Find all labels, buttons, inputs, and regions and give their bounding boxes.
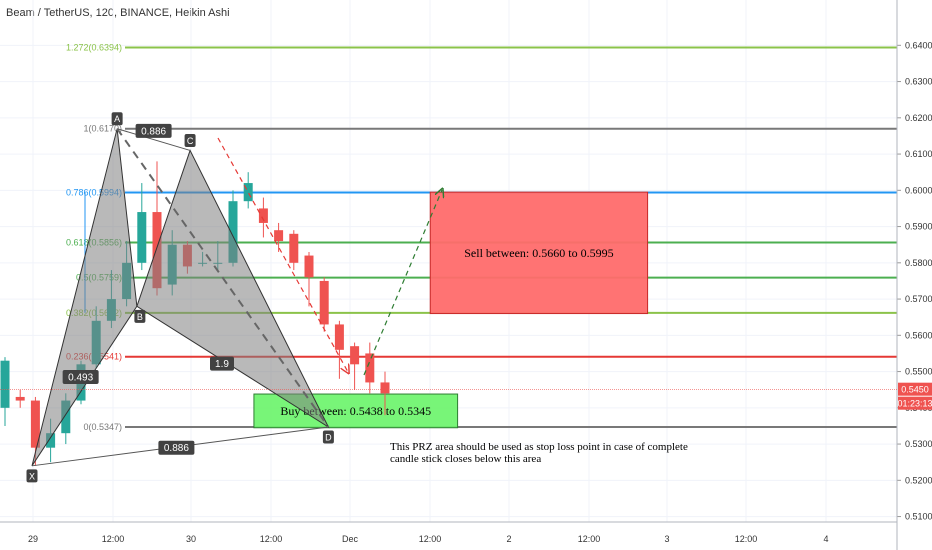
candle-up (228, 201, 238, 263)
candle-down (274, 230, 284, 242)
countdown-badge (898, 396, 932, 410)
fib-label: 0(0.5347) (83, 422, 122, 432)
fib-label: 1.272(0.6394) (66, 42, 122, 52)
y-tick-label: 0.6100 (905, 149, 932, 159)
candle-down (350, 346, 360, 365)
x-tick-label: 30 (186, 534, 196, 544)
ac-line (116, 128, 191, 151)
y-tick-label: 0.5900 (905, 222, 932, 232)
candle-down (30, 400, 40, 448)
x-tick-label: 29 (28, 534, 38, 544)
y-tick-label: 0.6300 (905, 77, 932, 87)
pattern-point-label: D (325, 433, 332, 443)
ratio-label: 0.886 (141, 126, 166, 137)
pattern-point-label: A (114, 114, 120, 124)
candle-up (61, 400, 71, 434)
y-tick-label: 0.5100 (905, 512, 932, 522)
y-tick-label: 0.5800 (905, 258, 932, 268)
pattern-point-label: B (137, 312, 143, 322)
ratio-label: 1.9 (215, 359, 229, 370)
chart-title: Beam / TetherUS, 120, BINANCE, Heikin As… (6, 7, 230, 19)
x-tick-label: 12:00 (102, 534, 125, 544)
y-tick-label: 0.5300 (905, 439, 932, 449)
pattern-point-badge (322, 430, 334, 444)
candle-down (380, 382, 390, 394)
candle-down (304, 255, 314, 278)
x-tick-label: 2 (506, 534, 511, 544)
ratio-badge (135, 123, 172, 138)
countdown-label: 01:23:13 (897, 399, 932, 409)
y-tick-label: 0.6000 (905, 185, 932, 195)
x-tick-label: 12:00 (735, 534, 758, 544)
candle-down (289, 233, 299, 263)
current-price-label: 0.5450 (901, 385, 929, 395)
sell-zone-label: Sell between: 0.5660 to 0.5995 (464, 246, 613, 260)
fib-label: 0.786(0.5994) (66, 187, 122, 197)
candle-down (365, 353, 375, 383)
x-tick-label: 12:00 (260, 534, 283, 544)
pattern-point-badge (184, 133, 196, 147)
y-tick-label: 0.5500 (905, 367, 932, 377)
projection-arrows (217, 137, 442, 376)
pattern-point-badge (134, 309, 146, 323)
ratio-badge (158, 440, 195, 455)
pattern-point-badge (111, 112, 123, 126)
candle-down (319, 280, 329, 325)
candle-up (243, 183, 253, 202)
pattern-point-label: X (29, 471, 35, 481)
ratio-badge (210, 356, 234, 371)
ratio-label: 0.493 (68, 373, 93, 384)
x-tick-label: 4 (823, 534, 828, 544)
y-tick-label: 0.5600 (905, 330, 932, 340)
harmonic-pattern: X A B C D 0.886 0.493 1.9 0.886 (26, 112, 334, 483)
grid (0, 0, 897, 522)
sell-zone (429, 191, 649, 315)
x-tick-label: 3 (664, 534, 669, 544)
y-tick-label: 0.5200 (905, 475, 932, 485)
candle-down (258, 208, 268, 223)
ratio-badge (62, 370, 99, 384)
current-price-badge (898, 382, 932, 396)
candle-down (15, 396, 25, 401)
pattern-point-label: C (187, 136, 194, 146)
candle-down (334, 324, 344, 350)
candle-up (0, 360, 10, 408)
candle-up (46, 433, 56, 448)
x-tick-label: 12:00 (419, 534, 442, 544)
up-projection-arrow (363, 190, 442, 376)
y-tick-label: 0.5700 (905, 294, 932, 304)
prz-note: This PRZ area should be used as stop los… (390, 441, 688, 465)
xab-triangle (31, 128, 138, 467)
ad-dashed-line (116, 128, 330, 428)
y-tick-label: 0.6200 (905, 113, 932, 123)
y-tick-label: 0.6400 (905, 40, 932, 50)
x-tick-label: 12:00 (578, 534, 601, 544)
ratio-label: 0.886 (164, 443, 189, 454)
fib-label: 1(0.6170) (83, 124, 122, 134)
candle-up (137, 212, 147, 263)
x-tick-label: Dec (342, 534, 359, 544)
pattern-point-badge (26, 469, 38, 483)
